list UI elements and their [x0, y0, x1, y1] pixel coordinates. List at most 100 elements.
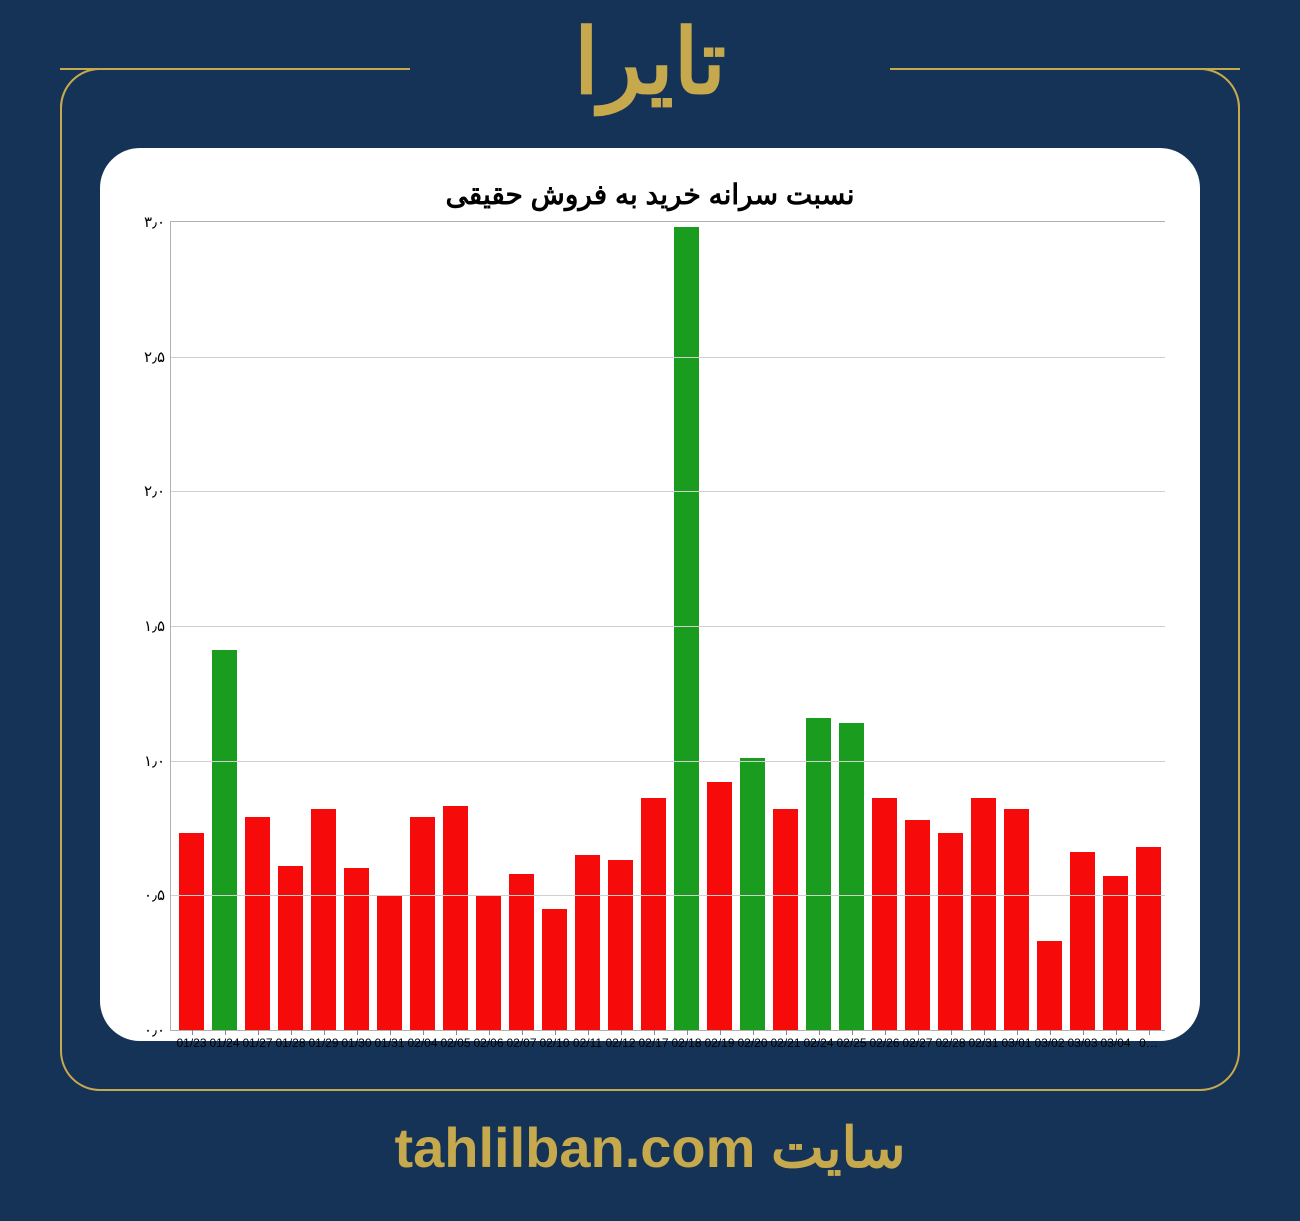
x-tick: [423, 1030, 424, 1035]
bar: [212, 650, 238, 1030]
x-axis-label: 01/29: [308, 1036, 338, 1050]
x-tick: [1083, 1030, 1084, 1035]
x-tick: [984, 1030, 985, 1035]
bar: [509, 874, 535, 1030]
bar: [410, 817, 436, 1030]
x-tick: [654, 1030, 655, 1035]
x-axis-label: 02/11: [573, 1036, 602, 1050]
grid-line: [171, 895, 1165, 896]
x-axis-label: 02/19: [704, 1036, 734, 1050]
bar: [938, 833, 964, 1030]
frame-top-border: [60, 68, 410, 70]
y-axis-label: ۰٫۵: [133, 886, 165, 904]
bar: [1070, 852, 1096, 1030]
y-axis-label: ۳٫۰: [133, 213, 165, 231]
x-axis-label: 01/27: [242, 1036, 272, 1050]
x-tick: [588, 1030, 589, 1035]
x-axis-label: 01/24: [209, 1036, 239, 1050]
bar: [245, 817, 271, 1030]
bar: [905, 820, 931, 1030]
x-tick: [357, 1030, 358, 1035]
bar: [542, 909, 568, 1030]
x-axis-label: 02/06: [473, 1036, 503, 1050]
bar: [707, 782, 733, 1030]
bar: [971, 798, 997, 1030]
x-tick: [489, 1030, 490, 1035]
grid-line: [171, 761, 1165, 762]
x-tick: [390, 1030, 391, 1035]
x-tick: [951, 1030, 952, 1035]
bar: [476, 895, 502, 1030]
y-axis-label: ۰٫۰: [133, 1021, 165, 1039]
bar: [1103, 876, 1129, 1030]
x-axis-label: 02/05: [440, 1036, 470, 1050]
x-axis-label: 03/01: [1001, 1036, 1031, 1050]
chart-title: نسبت سرانه خرید به فروش حقیقی: [130, 178, 1170, 211]
grid-line: [171, 626, 1165, 627]
x-axis-label: 02/28: [935, 1036, 965, 1050]
x-axis-label: 02/27: [902, 1036, 932, 1050]
x-axis-label: 02/24: [803, 1036, 833, 1050]
x-tick: [324, 1030, 325, 1035]
bar: [443, 806, 469, 1030]
x-tick: [786, 1030, 787, 1035]
bar: [641, 798, 667, 1030]
bar: [608, 860, 634, 1030]
bar: [806, 718, 832, 1030]
x-tick: [720, 1030, 721, 1035]
footer-domain: tahlilban.com: [394, 1116, 755, 1179]
x-tick: [192, 1030, 193, 1035]
x-tick: [1017, 1030, 1018, 1035]
x-axis-label: 02/18: [671, 1036, 701, 1050]
x-tick: [687, 1030, 688, 1035]
x-axis-label: 02/17: [638, 1036, 668, 1050]
bar: [872, 798, 898, 1030]
bar: [179, 833, 205, 1030]
x-tick: [918, 1030, 919, 1035]
bar: [377, 895, 403, 1030]
x-axis-label: 03/04: [1100, 1036, 1130, 1050]
grid-line: [171, 357, 1165, 358]
frame-top-border: [890, 68, 1240, 70]
y-axis-label: ۱٫۵: [133, 617, 165, 635]
footer-site-label: سایت: [771, 1116, 906, 1179]
x-axis-label: 01/31: [374, 1036, 404, 1050]
x-tick: [291, 1030, 292, 1035]
bar: [740, 758, 766, 1030]
bar: [1136, 847, 1162, 1030]
x-tick: [555, 1030, 556, 1035]
x-axis-label: 01/30: [341, 1036, 371, 1050]
y-axis-label: ۲٫۰: [133, 482, 165, 500]
x-tick: [456, 1030, 457, 1035]
page-title: تایرا: [574, 10, 726, 115]
bar: [1004, 809, 1030, 1030]
x-tick: [1149, 1030, 1150, 1035]
x-tick: [852, 1030, 853, 1035]
x-axis-label: 02/31: [968, 1036, 998, 1050]
x-axis-label: 03/02: [1034, 1036, 1064, 1050]
x-axis-label: 02/12: [605, 1036, 635, 1050]
y-axis-label: ۲٫۵: [133, 348, 165, 366]
x-axis-label: 02/07: [506, 1036, 536, 1050]
x-tick: [819, 1030, 820, 1035]
grid-line: [171, 491, 1165, 492]
x-axis-label: 02/20: [737, 1036, 767, 1050]
chart-card: نسبت سرانه خرید به فروش حقیقی 01/2301/24…: [100, 148, 1200, 1041]
x-tick: [621, 1030, 622, 1035]
x-tick: [885, 1030, 886, 1035]
frame-corner: [1200, 68, 1240, 108]
x-axis-label: 02/26: [869, 1036, 899, 1050]
bar: [1037, 941, 1063, 1030]
bar: [311, 809, 337, 1030]
bar: [344, 868, 370, 1030]
bar: [773, 809, 799, 1030]
x-tick: [753, 1030, 754, 1035]
x-axis-label: 03/03: [1067, 1036, 1097, 1050]
x-axis-label: 02/10: [539, 1036, 569, 1050]
footer: tahlilban.com سایت: [0, 1115, 1300, 1181]
frame-corner: [60, 68, 100, 108]
x-axis-label: 01/28: [275, 1036, 305, 1050]
bar: [839, 723, 865, 1030]
x-axis-label: 02/21: [770, 1036, 800, 1050]
bar: [278, 866, 304, 1030]
